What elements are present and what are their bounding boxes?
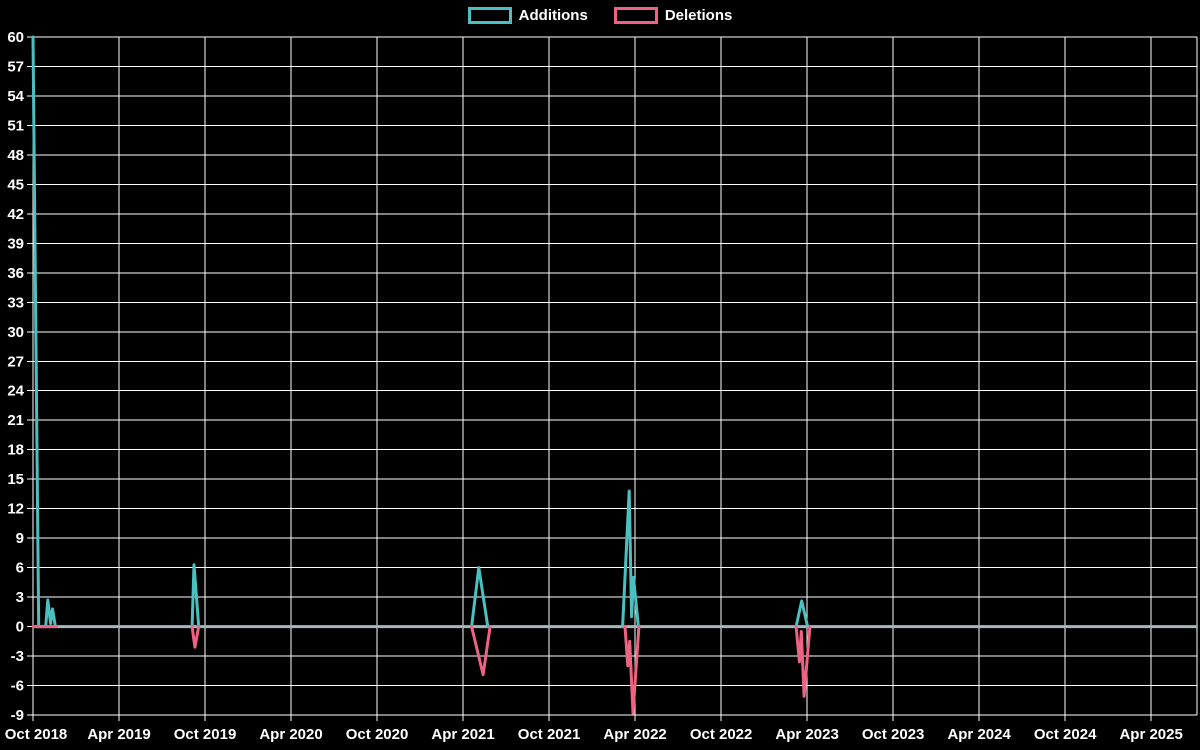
y-tick-label: 45: [7, 176, 24, 193]
additions-swatch-icon: [467, 7, 512, 24]
y-tick-label: -9: [11, 707, 24, 724]
y-tick-label: 60: [7, 29, 24, 46]
y-tick-label: 21: [7, 412, 24, 429]
y-tick-label: 27: [7, 353, 24, 370]
y-tick-label: 39: [7, 235, 24, 252]
x-axis-labels: Oct 2018 Apr 2019 Oct 2019 Apr 2020 Oct 2020…: [5, 726, 1183, 743]
x-tick-label: Oct 2018: [5, 726, 68, 743]
y-axis-labels: 60575451484542393633302724211815129630-3…: [7, 29, 24, 724]
series-segment: [623, 625, 641, 715]
x-tick-label: Apr 2023: [775, 726, 838, 743]
x-tick-label: Oct 2020: [346, 726, 409, 743]
x-tick-label: Oct 2022: [690, 726, 753, 743]
y-tick-label: 18: [7, 442, 24, 459]
legend-item-deletions[interactable]: Deletions: [613, 7, 733, 24]
series-segment: [470, 566, 490, 629]
series-segment: [794, 625, 812, 698]
y-tick-label: 54: [7, 88, 24, 105]
series-segment: [190, 625, 201, 649]
y-tick-label: 12: [7, 501, 24, 518]
x-tick-label: Oct 2024: [1034, 726, 1097, 743]
y-tick-label: 30: [7, 324, 24, 341]
y-tick-label: -3: [11, 648, 24, 665]
x-tick-label: Oct 2023: [862, 726, 925, 743]
series-segment: [794, 599, 810, 629]
legend-label-deletions: Deletions: [664, 7, 733, 24]
series-deletions: [31, 625, 812, 715]
x-tick-label: Apr 2024: [947, 726, 1011, 743]
x-tick-label: Oct 2019: [174, 726, 237, 743]
y-tick-label: -6: [11, 678, 24, 695]
y-tick-label: 6: [16, 560, 24, 577]
gridlines: [32, 36, 1198, 716]
y-tick-label: 24: [7, 383, 24, 400]
chart-legend: Additions Deletions: [0, 7, 1200, 24]
legend-item-additions[interactable]: Additions: [467, 7, 588, 24]
x-tick-label: Apr 2020: [259, 726, 322, 743]
y-tick-label: 48: [7, 147, 24, 164]
y-tick-label: 57: [7, 58, 24, 75]
y-tick-label: 15: [7, 471, 24, 488]
x-tick-label: Oct 2021: [518, 726, 581, 743]
y-tick-label: 0: [16, 619, 24, 636]
x-tick-label: Apr 2019: [87, 726, 150, 743]
y-tick-label: 9: [16, 530, 24, 547]
y-tick-label: 36: [7, 265, 24, 282]
x-tick-label: Apr 2025: [1119, 726, 1182, 743]
y-tick-label: 33: [7, 294, 24, 311]
legend-label-additions: Additions: [518, 7, 588, 24]
y-tick-label: 51: [7, 117, 24, 134]
y-tick-label: 3: [16, 589, 24, 606]
series-segment: [621, 489, 640, 629]
x-tick-label: Apr 2021: [431, 726, 494, 743]
deletions-swatch-icon: [613, 7, 658, 24]
series-segment: [190, 563, 201, 629]
series-segment: [470, 625, 492, 677]
y-tick-label: 42: [7, 206, 24, 223]
x-tick-label: Apr 2022: [603, 726, 666, 743]
